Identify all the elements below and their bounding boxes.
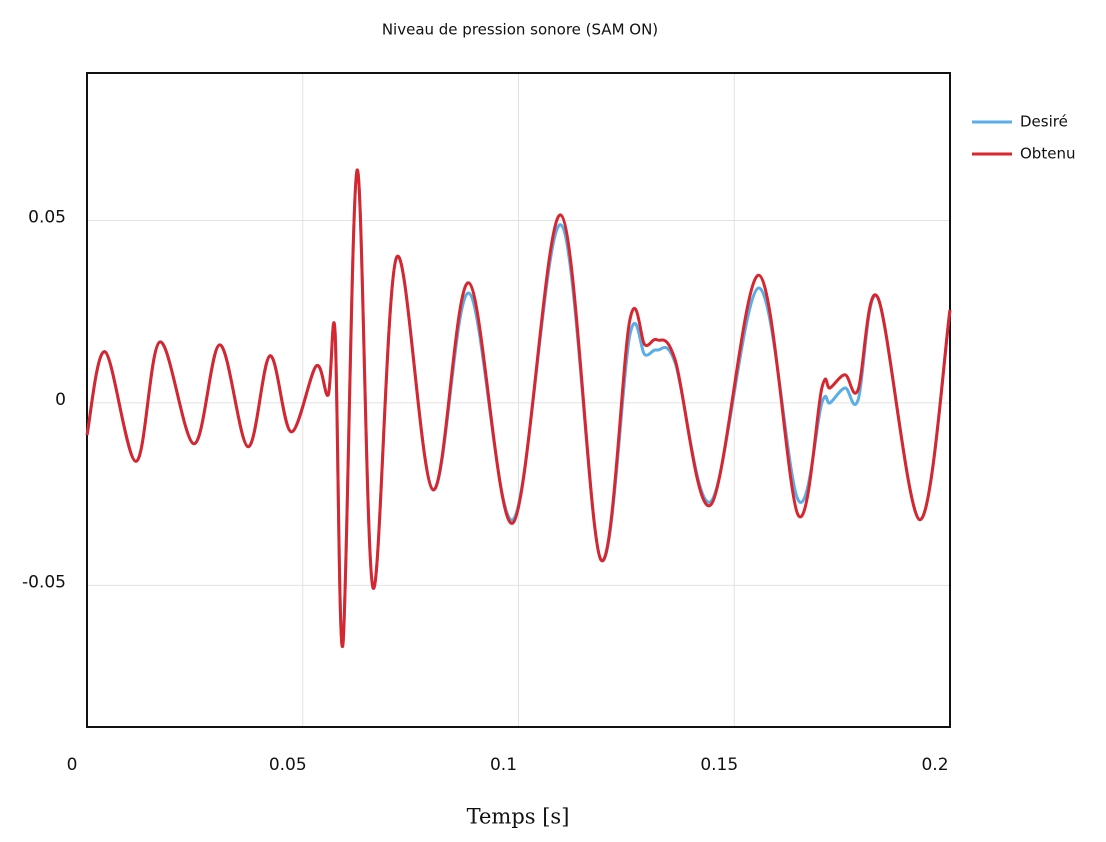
plot-frame xyxy=(86,72,951,728)
chart-title: Niveau de pression sonore (SAM ON) xyxy=(382,21,658,39)
x-tick-label: 0.15 xyxy=(700,755,738,775)
x-tick-label: 0 xyxy=(67,755,78,775)
legend-label: Obtenu xyxy=(1020,145,1075,163)
y-tick-label: -0.05 xyxy=(22,572,66,592)
legend-label: Desiré xyxy=(1020,113,1068,131)
x-tick-label: 0.2 xyxy=(921,755,948,775)
x-axis-label: Temps [s] xyxy=(467,805,570,829)
y-tick-label: 0 xyxy=(55,390,66,410)
y-tick-label: 0.05 xyxy=(28,207,66,227)
x-tick-label: 0.1 xyxy=(490,755,517,775)
x-tick-label: 0.05 xyxy=(269,755,307,775)
series-line xyxy=(85,168,952,649)
